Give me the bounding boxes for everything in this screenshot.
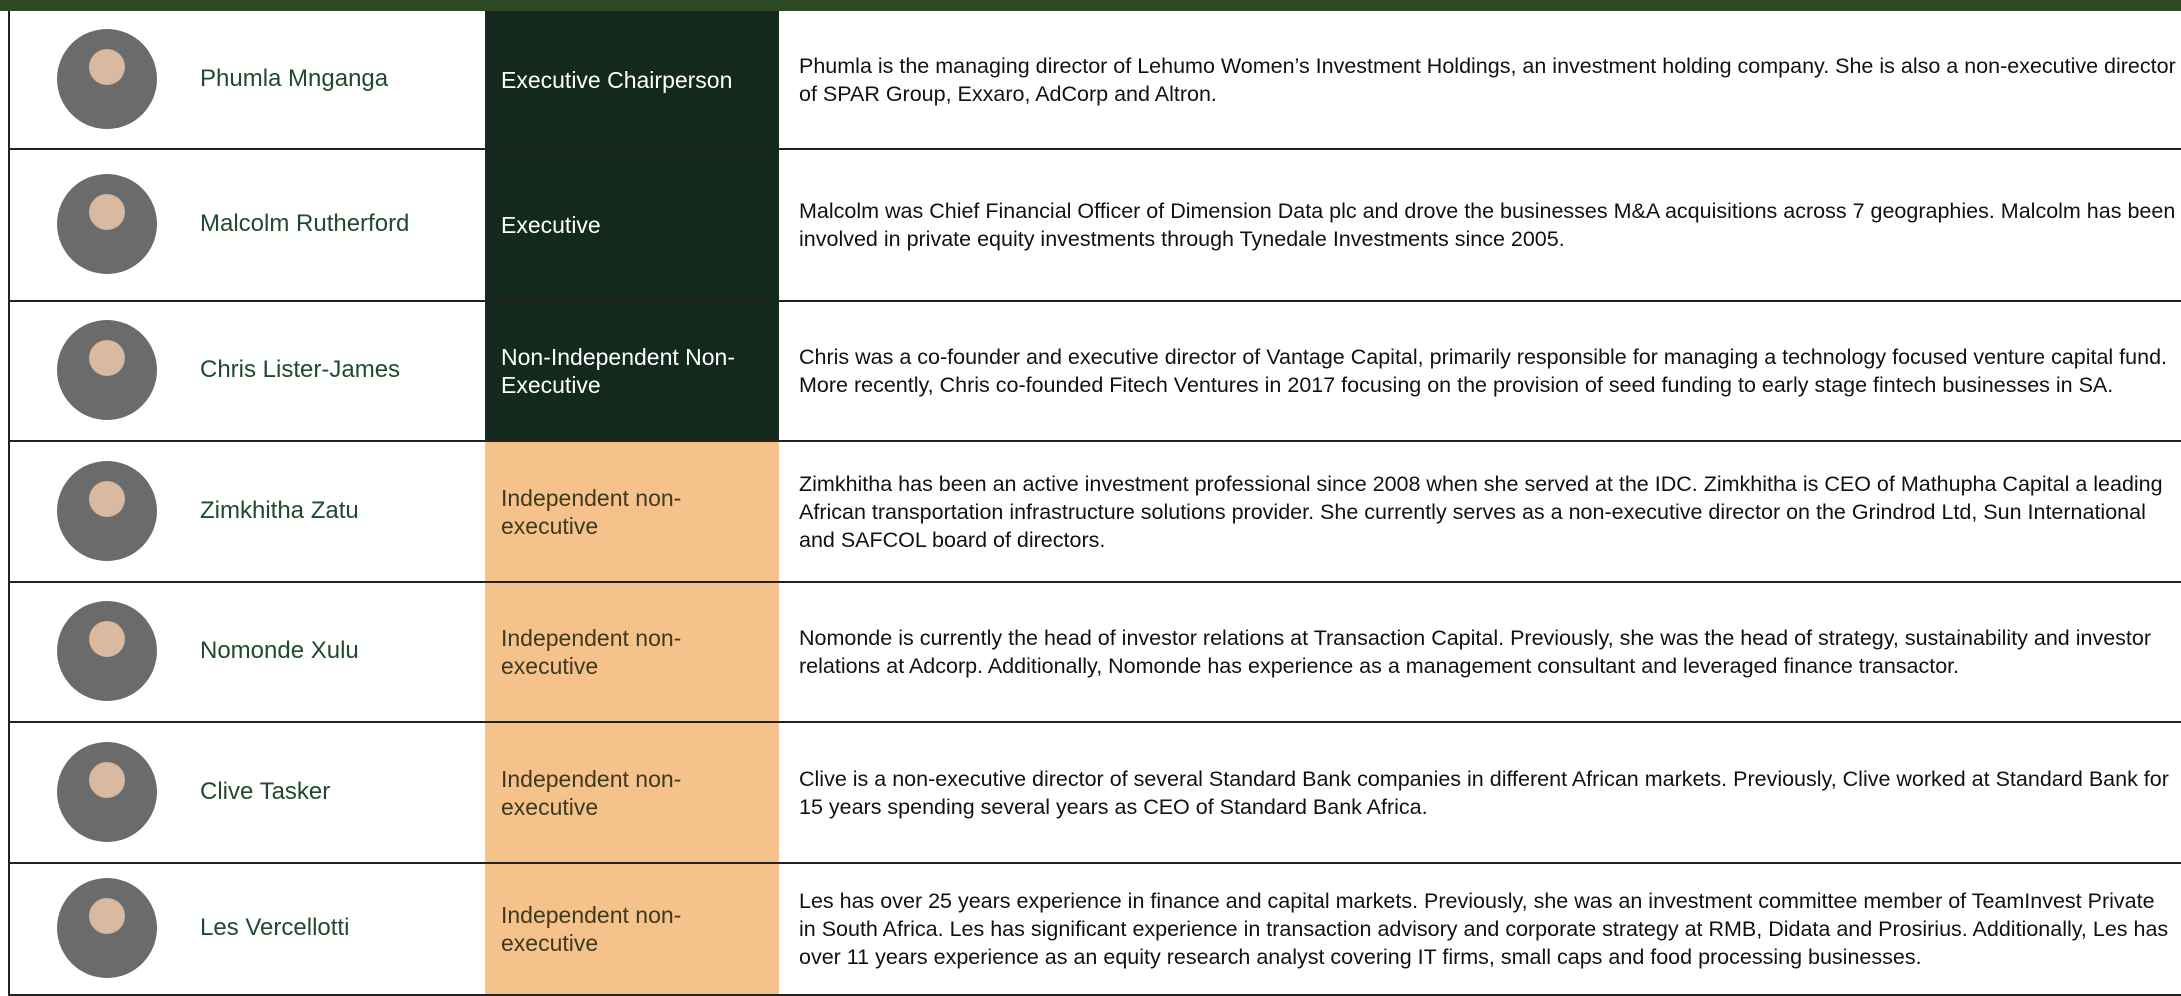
board-row: Chris Lister-James Non-Independent Non-Ex…	[8, 302, 2181, 442]
member-name: Les Vercellotti	[200, 914, 350, 941]
portrait	[57, 741, 157, 842]
portrait	[57, 28, 157, 129]
member-name: Malcolm Rutherford	[200, 210, 410, 237]
member-name: Zimkhitha Zatu	[200, 496, 359, 524]
member-role: Independent non-executive	[483, 723, 781, 862]
member-bio: Phumla is the managing director of Lehum…	[799, 53, 2176, 106]
member-name: Nomonde Xulu	[200, 637, 359, 664]
member-role: Executive Chairperson	[483, 11, 781, 148]
member-role: Non-Independent Non-Executive	[483, 302, 781, 440]
member-role: Executive	[483, 150, 781, 300]
board-row: Phumla Mnganga Executive Chairperson Phuml…	[8, 11, 2181, 150]
board-row: Les Vercellotti Independent non-executive…	[8, 864, 2181, 996]
board-row: Zimkhitha Zatu Independent non-executive Z…	[8, 442, 2181, 583]
member-role: Independent non-executive	[483, 442, 781, 581]
member-bio: Clive is a non-executive director of sev…	[799, 766, 2169, 819]
member-bio: Les has over 25 years experience in fina…	[799, 889, 2169, 969]
board-row: Malcolm Rutherford Executive Malcolm was C…	[8, 150, 2181, 302]
member-bio: Zimkhitha has been an active investment …	[799, 471, 2163, 552]
member-bio: Chris was a co-founder and executive dir…	[799, 345, 2168, 397]
member-role: Independent non-executive	[483, 583, 781, 721]
board-table: Phumla Mnganga Executive Chairperson Phuml…	[0, 11, 2181, 996]
member-name: Clive Tasker	[200, 777, 331, 805]
board-row: Clive Tasker Independent non-executive Cli…	[8, 723, 2181, 864]
board-row: Nomonde Xulu Independent non-executive Nom…	[8, 583, 2181, 723]
member-bio: Malcolm was Chief Financial Officer of D…	[799, 199, 2176, 251]
member-name: Phumla Mnganga	[200, 64, 389, 92]
member-name: Chris Lister-James	[200, 356, 401, 383]
portrait	[57, 601, 157, 701]
top-bar	[0, 0, 2181, 11]
portrait	[57, 460, 157, 561]
portrait	[57, 878, 157, 978]
portrait	[57, 320, 157, 420]
member-bio: Nomonde is currently the head of investo…	[799, 626, 2152, 678]
portrait	[57, 174, 157, 274]
member-role: Independent non-executive	[483, 864, 781, 994]
